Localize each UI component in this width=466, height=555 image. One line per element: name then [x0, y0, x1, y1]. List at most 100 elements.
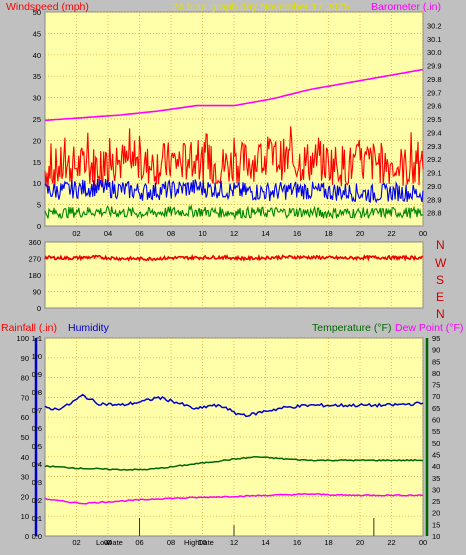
temperature-tick-label: 20 [432, 509, 440, 518]
x-tick-label: 00 [419, 229, 427, 238]
barometer-tick-label: 29.2 [427, 155, 442, 164]
windspeed-axis-ticks: 0 5 10 15 20 25 30 35 40 45 50 [33, 8, 41, 231]
x-tick-label: 02 [72, 229, 80, 238]
temperature-tick-label: 40 [432, 462, 440, 471]
x-tick-label: 08 [167, 229, 175, 238]
barometer-tick-label: 30.2 [427, 21, 442, 30]
windspeed-tick-label: 25 [33, 115, 41, 124]
windspeed-tick-label: 30 [33, 94, 41, 103]
dir-letter-w: W [435, 256, 447, 270]
x-tick-label: 20 [356, 229, 364, 238]
temperature-tick-label: 90 [432, 346, 440, 355]
windspeed-tick-label: 0 [37, 222, 41, 231]
barometer-tick-label: 29.8 [427, 75, 442, 84]
x-tick-label: 16 [293, 538, 301, 547]
humidity-tick-label: 40 [21, 453, 29, 462]
humidity-tick-label: 20 [21, 492, 29, 501]
temperature-tick-label: 30 [432, 485, 440, 494]
humidity-tick-label: 80 [21, 374, 29, 383]
temperature-axis-ticks: 10 15 20 25 30 35 40 45 50 55 60 65 70 75 80 85 90 95 [432, 334, 440, 541]
rainfall-tick-label: 0.7 [32, 406, 42, 415]
humidity-tick-label: 90 [21, 354, 29, 363]
x-tick-label: 06 [135, 538, 143, 547]
humidity-tick-label: 60 [21, 413, 29, 422]
x-tick-label: 22 [387, 229, 395, 238]
humidity-tick-label: 70 [21, 393, 29, 402]
humidity-tick-label: 100 [16, 334, 29, 343]
humidity-axis-ticks: 0 10 20 30 40 50 60 70 80 90 100 [16, 334, 29, 541]
x-tick-label: 04 [104, 229, 112, 238]
rainfall-tick-label: 0.6 [32, 424, 42, 433]
barometer-tick-label: 29.4 [427, 128, 442, 137]
barometer-tick-label: 29.3 [427, 142, 442, 151]
direction-tick-label: 90 [33, 288, 41, 297]
rainfall-tick-label: 1.1 [32, 334, 42, 343]
humidity-panel-grid [45, 337, 424, 536]
temperature-tick-label: 15 [432, 520, 440, 529]
temperature-tick-label: 60 [432, 416, 440, 425]
humidity-tick-label: 30 [21, 473, 29, 482]
barometer-tick-label: 30.1 [427, 35, 442, 44]
humidity-x-axis-ticks: 02 04 06 08 10 12 14 16 18 20 22 00 [72, 538, 427, 547]
humidity-tick-label: 10 [21, 512, 29, 521]
x-tick-label: 18 [324, 229, 332, 238]
wind-series-line-2 [44, 203, 424, 221]
humidity-line [44, 393, 424, 418]
direction-tick-label: 270 [28, 255, 41, 264]
barometer-tick-label: 29.5 [427, 115, 442, 124]
x-tick-label: 06 [135, 229, 143, 238]
x-tick-label: 10 [198, 229, 206, 238]
barometer-tick-label: 29.0 [427, 182, 442, 191]
dir-letter-e: E [436, 290, 444, 304]
barometer-tick-label: 29.7 [427, 88, 442, 97]
windspeed-tick-label: 40 [33, 51, 41, 60]
x-tick-label: 10 [198, 538, 206, 547]
dewpoint-label: Dew Point (°F) [395, 322, 463, 334]
barometer-tick-label: 28.8 [427, 209, 442, 218]
temperature-line [44, 455, 424, 471]
windspeed-label: Windspeed (mph) [6, 1, 89, 13]
wind-series-line-1 [44, 178, 424, 204]
dir-letter-n-bottom: N [436, 307, 445, 321]
windspeed-tick-label: 45 [33, 29, 41, 38]
x-tick-label: 12 [230, 538, 238, 547]
high-label: High [184, 538, 199, 547]
x-tick-label: 20 [356, 538, 364, 547]
direction-line [44, 253, 424, 263]
barometer-tick-label: 30.0 [427, 48, 442, 57]
temperature-tick-label: 10 [432, 532, 440, 541]
wind-x-axis-ticks: 02 04 06 08 10 12 14 16 18 20 22 00 [72, 229, 427, 238]
low-time-label: Date [107, 538, 123, 547]
temperature-tick-label: 50 [432, 439, 440, 448]
x-tick-label: 08 [167, 538, 175, 547]
windspeed-tick-label: 5 [37, 201, 41, 210]
rainfall-tick-label: 0.4 [32, 460, 42, 469]
humidity-label: Humidity [68, 322, 110, 334]
windspeed-tick-label: 50 [33, 8, 41, 17]
chart-title: 24 hour graph day November 17 2025 [172, 1, 350, 13]
temperature-tick-label: 55 [432, 427, 440, 436]
dir-letter-n-top: N [436, 238, 445, 252]
rainfall-tick-label: 0.1 [32, 514, 42, 523]
x-tick-label: 00 [419, 538, 427, 547]
rainfall-tick-label: 0.3 [32, 478, 42, 487]
barometer-tick-label: 29.1 [427, 169, 442, 178]
wind-panel-series [44, 68, 424, 221]
low-label: Low [96, 538, 110, 547]
barometer-label: Barometer (.in) [371, 1, 441, 13]
direction-tick-label: 360 [28, 238, 41, 247]
temperature-tick-label: 95 [432, 334, 440, 343]
rainfall-tick-label: 0.9 [32, 370, 42, 379]
temperature-tick-label: 25 [432, 497, 440, 506]
x-tick-label: 04 [104, 538, 112, 547]
high-time-label: Date [198, 538, 214, 547]
dewpoint-line [44, 493, 423, 505]
direction-tick-label: 0 [37, 304, 41, 313]
barometer-axis-ticks: 28.8 28.9 29.0 29.1 29.2 29.3 29.4 29.5 29.6 29.7… [427, 21, 442, 217]
temperature-tick-label: 80 [432, 369, 440, 378]
direction-tick-label: 180 [28, 271, 41, 280]
rainfall-tick-label: 0.0 [32, 532, 42, 541]
rainfall-tick-label: 1.0 [32, 352, 42, 361]
